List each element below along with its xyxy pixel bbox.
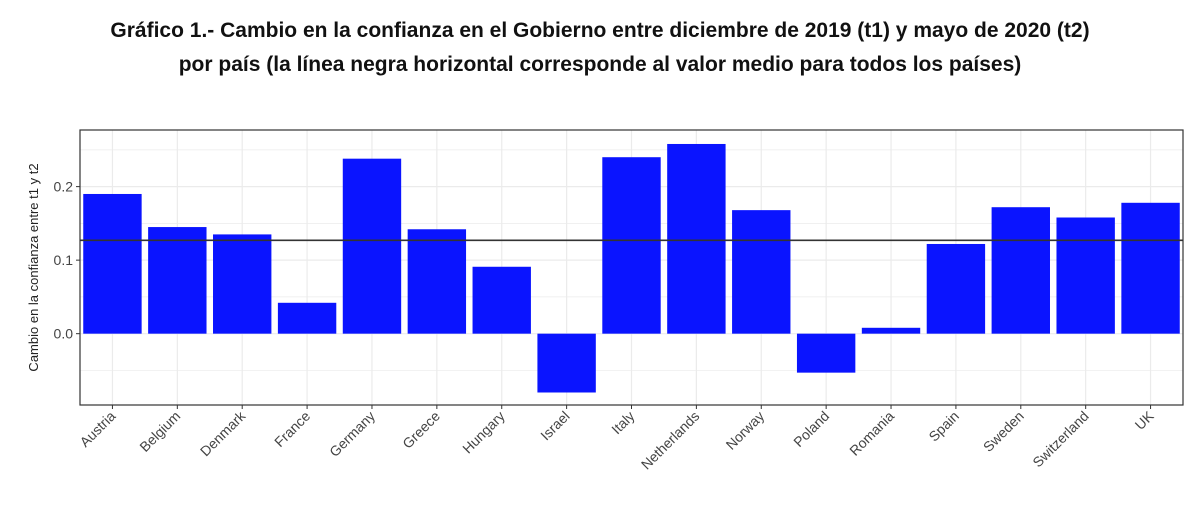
x-tick-label: Greece <box>399 408 443 452</box>
bar-layer <box>83 143 1180 393</box>
bar-switzerland <box>1056 217 1115 334</box>
x-tick-label: Germany <box>326 408 378 460</box>
y-axis-label: Cambio en la confianza entre t1 y t2 <box>26 163 41 371</box>
x-tick-label: Switzerland <box>1029 408 1091 470</box>
bar-sweden <box>991 207 1050 334</box>
x-tick-label: Austria <box>76 408 118 450</box>
bar-netherlands <box>667 143 726 334</box>
x-tick-label: Italy <box>608 408 637 437</box>
x-tick-label: Poland <box>790 408 832 450</box>
x-tick-label: Israel <box>537 408 573 444</box>
bar-france <box>277 302 337 334</box>
bar-italy <box>602 157 661 334</box>
x-tick-label: Hungary <box>459 408 508 457</box>
bar-denmark <box>213 234 272 334</box>
bar-norway <box>732 210 791 334</box>
bar-israel <box>537 333 596 393</box>
bar-greece <box>407 229 467 334</box>
bar-hungary <box>472 266 531 334</box>
x-tick-label: Spain <box>925 408 962 445</box>
bar-belgium <box>148 227 207 334</box>
x-tick-label: UK <box>1132 407 1158 433</box>
bar-uk <box>1121 202 1180 334</box>
chart-title-line-2: por país (la línea negra horizontal corr… <box>178 53 1022 76</box>
chart-title-line-1: Gráfico 1.- Cambio en la confianza en el… <box>110 19 1090 42</box>
y-tick-label: 0.1 <box>54 252 74 268</box>
bar-austria <box>83 193 142 334</box>
x-tick-label: Netherlands <box>638 408 703 473</box>
chart-title: Gráfico 1.- Cambio en la confianza en el… <box>0 14 1200 82</box>
x-tick-label: Denmark <box>197 407 249 459</box>
x-tick-label: Sweden <box>980 408 1027 455</box>
bar-spain <box>926 243 986 334</box>
bar-germany <box>342 158 402 334</box>
y-tick-label: 0.0 <box>54 326 74 342</box>
bar-poland <box>796 333 856 373</box>
x-tick-label: Romania <box>846 408 897 459</box>
x-tick-label: Norway <box>723 408 768 453</box>
x-tick-label: Belgium <box>136 408 183 455</box>
bar-romania <box>861 327 921 334</box>
y-tick-label: 0.2 <box>54 179 74 195</box>
x-tick-label: France <box>271 408 313 450</box>
